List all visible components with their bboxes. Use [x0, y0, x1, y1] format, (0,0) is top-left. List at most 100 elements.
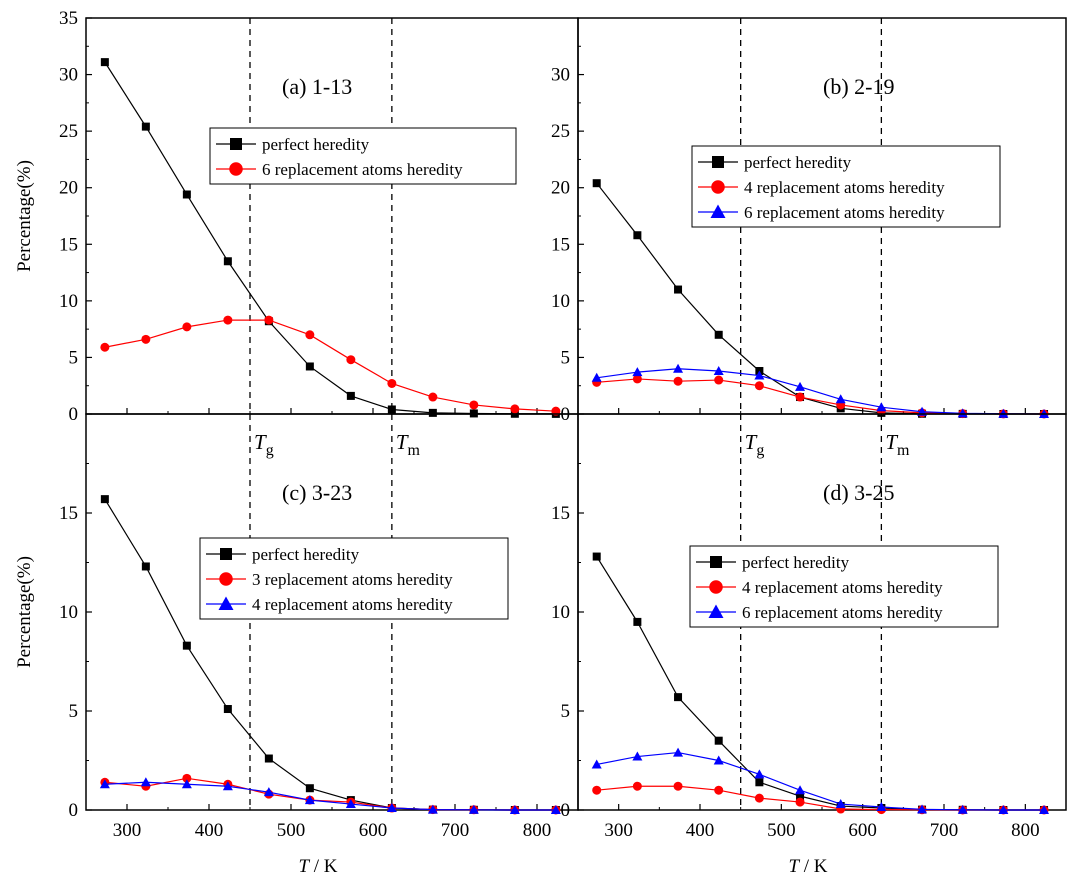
data-point — [345, 799, 356, 809]
data-point — [223, 257, 232, 266]
panel-title: (b) 2-19 — [823, 74, 894, 99]
y-axis-title: Percentage(%) — [14, 556, 35, 668]
y-tick-label: 5 — [69, 347, 79, 368]
legend-box — [199, 537, 509, 620]
data-point — [264, 315, 274, 325]
data-point — [795, 381, 806, 391]
data-point — [428, 392, 438, 402]
y-tick-label: 5 — [561, 701, 571, 722]
data-point — [835, 799, 846, 809]
legend-label: perfect heredity — [744, 153, 852, 172]
data-point — [876, 802, 887, 812]
legend-marker — [218, 596, 234, 610]
data-point — [305, 330, 315, 340]
legend-marker — [708, 604, 724, 618]
data-point — [673, 747, 684, 757]
data-point — [633, 231, 642, 240]
data-point — [99, 779, 110, 789]
x-tick-label: 400 — [686, 820, 715, 841]
legend-label: 4 replacement atoms heredity — [744, 178, 945, 197]
data-point — [795, 785, 806, 795]
legend-marker — [710, 204, 726, 218]
x-tick-label: 700 — [441, 820, 470, 841]
data-point — [674, 285, 683, 294]
data-point — [223, 705, 232, 714]
data-point — [795, 392, 805, 402]
data-point — [591, 759, 602, 769]
x-axis-title: T / K — [788, 856, 827, 877]
legend: perfect heredity 4 replacement atoms here… — [691, 145, 1001, 228]
y-tick-label: 15 — [551, 234, 570, 255]
data-point — [754, 769, 765, 779]
legend: perfect heredity 3 replacement atoms here… — [199, 537, 509, 620]
legend-label: 3 replacement atoms heredity — [252, 570, 453, 589]
legend-box — [209, 127, 517, 185]
legend-marker — [220, 548, 232, 560]
y-tick-label: 10 — [59, 291, 78, 312]
data-point — [182, 322, 192, 332]
data-point — [468, 804, 479, 814]
data-point — [998, 805, 1009, 814]
data-point — [141, 334, 151, 344]
data-point — [714, 785, 724, 795]
legend-marker — [712, 156, 724, 168]
x-tick-label: 600 — [359, 820, 388, 841]
data-point — [346, 391, 355, 400]
data-point — [713, 755, 724, 765]
y-tick-label: 0 — [561, 800, 571, 821]
data-point — [754, 793, 764, 803]
data-point — [305, 362, 314, 371]
data-point — [387, 405, 396, 414]
y-tick-label: 30 — [551, 65, 570, 86]
data-point — [182, 190, 191, 199]
y-tick-label: 20 — [59, 178, 78, 199]
data-point — [713, 366, 724, 376]
series-line — [104, 61, 556, 415]
data-point — [141, 122, 150, 131]
x-tick-label: 500 — [277, 820, 306, 841]
reference-label-m: Tm — [885, 430, 910, 459]
series-line — [104, 319, 556, 412]
data-point — [510, 404, 520, 414]
data-point — [957, 804, 968, 814]
data-point — [754, 381, 764, 391]
data-point — [427, 804, 438, 814]
data-point — [796, 792, 805, 801]
x-tick-label: 300 — [604, 820, 633, 841]
y-tick-label: 15 — [551, 503, 570, 524]
panel-a: 0 5 10 15 20 25 30 35 (a) 1-13 perfect heredity 6 … — [59, 8, 579, 425]
y-axis-title: Percentage(%) — [14, 160, 35, 272]
series-line — [596, 378, 1045, 415]
x-tick-label: 500 — [767, 820, 796, 841]
data-point — [876, 402, 887, 412]
series-line — [596, 368, 1045, 415]
legend-marker — [710, 556, 722, 568]
data-point — [835, 394, 846, 404]
legend-label: 4 replacement atoms heredity — [742, 578, 943, 597]
y-tick-label: 15 — [59, 503, 78, 524]
series-line — [104, 781, 556, 811]
legend-label: 6 replacement atoms heredity — [262, 160, 463, 179]
y-tick-label: 0 — [69, 800, 79, 821]
data-point — [714, 736, 723, 745]
y-tick-label: 25 — [551, 121, 570, 142]
data-point — [632, 781, 642, 791]
panel-c: 0 5 10 15 300 400 500 600 700 800 (c) 3-23 perfect … — [59, 413, 579, 841]
data-point — [674, 693, 683, 702]
data-point — [182, 773, 192, 783]
x-tick-label: 300 — [113, 820, 142, 841]
data-point — [632, 374, 642, 384]
data-point — [263, 787, 274, 797]
y-tick-label: 5 — [561, 347, 571, 368]
data-point — [264, 754, 273, 763]
legend-marker — [219, 572, 233, 586]
y-tick-label: 15 — [59, 234, 78, 255]
data-point — [387, 378, 397, 388]
data-point — [592, 179, 601, 188]
legend-box — [691, 145, 1001, 228]
data-point — [469, 400, 479, 410]
data-point — [223, 315, 233, 325]
legend-label: perfect heredity — [742, 553, 850, 572]
